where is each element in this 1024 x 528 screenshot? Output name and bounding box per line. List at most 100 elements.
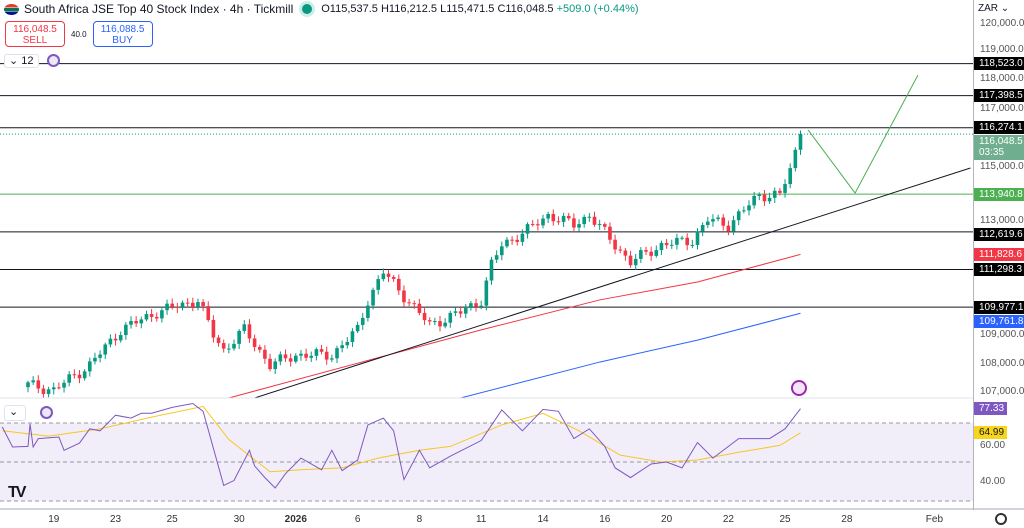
candle bbox=[659, 240, 664, 256]
candle-body bbox=[51, 387, 56, 390]
candle bbox=[335, 345, 339, 363]
price-axis[interactable] bbox=[973, 0, 1024, 510]
candle bbox=[716, 214, 720, 222]
candle bbox=[263, 345, 267, 364]
candle bbox=[319, 344, 324, 355]
candle bbox=[129, 316, 133, 329]
candle bbox=[469, 301, 473, 311]
candle-body bbox=[675, 237, 679, 245]
candle-body bbox=[144, 314, 149, 320]
candle bbox=[577, 219, 581, 232]
candle-body bbox=[639, 250, 643, 259]
candle-body bbox=[278, 354, 283, 362]
candle bbox=[448, 310, 453, 328]
candle-body bbox=[463, 308, 468, 314]
candle bbox=[422, 308, 427, 325]
candle bbox=[41, 384, 46, 398]
settings-gear-icon[interactable] bbox=[995, 513, 1007, 525]
sell-button[interactable]: 116,048.5 SELL bbox=[5, 21, 65, 47]
candle bbox=[536, 219, 540, 231]
candle bbox=[443, 318, 447, 329]
candle bbox=[46, 386, 51, 398]
lightning-alert-icon[interactable] bbox=[791, 380, 807, 396]
candle bbox=[767, 192, 772, 204]
candle bbox=[711, 214, 715, 227]
candle bbox=[185, 298, 190, 308]
candle bbox=[283, 349, 288, 362]
candle bbox=[427, 317, 432, 326]
candle-body bbox=[206, 306, 211, 321]
rsi-sync-icon[interactable] bbox=[40, 406, 53, 419]
candle bbox=[541, 214, 545, 229]
candle-body bbox=[633, 258, 638, 266]
candle-body bbox=[711, 219, 715, 222]
candle-body bbox=[82, 371, 87, 379]
candle bbox=[453, 307, 458, 317]
sync-icon[interactable] bbox=[47, 54, 60, 67]
candle bbox=[340, 340, 344, 353]
candle-body bbox=[742, 210, 746, 212]
candle-body bbox=[67, 374, 71, 383]
level-price-label: 112,619.6 bbox=[974, 228, 1024, 241]
candle bbox=[407, 298, 411, 307]
candle-body bbox=[695, 231, 700, 245]
indicators-collapse-button[interactable]: ⌄ 12 bbox=[4, 54, 39, 68]
candle-body bbox=[93, 357, 97, 362]
candle bbox=[644, 246, 648, 256]
candle-body bbox=[479, 305, 483, 307]
rsi-tick: 60.00 bbox=[980, 440, 1006, 452]
candle bbox=[623, 248, 628, 261]
candle bbox=[613, 234, 617, 255]
candle-body bbox=[26, 382, 30, 388]
candle-body bbox=[577, 224, 581, 228]
market-open-status-icon bbox=[302, 4, 313, 14]
candle-body bbox=[216, 337, 221, 344]
time-tick: 28 bbox=[841, 514, 853, 525]
candle bbox=[788, 163, 792, 189]
candle-body bbox=[139, 319, 144, 324]
ema-red-price-label: 111,828.6 bbox=[974, 247, 1024, 261]
price-tick: 113,000.0 bbox=[980, 215, 1024, 226]
candle bbox=[144, 310, 149, 322]
candle-body bbox=[201, 302, 205, 307]
candle-body bbox=[793, 149, 798, 169]
candle bbox=[288, 353, 293, 367]
rsi-collapse-button[interactable]: ⌄ bbox=[4, 405, 26, 421]
candle-body bbox=[669, 244, 674, 246]
candle-body bbox=[268, 358, 272, 370]
candle bbox=[778, 187, 782, 196]
candle bbox=[371, 287, 375, 310]
time-tick: 6 bbox=[354, 514, 361, 525]
candle-body bbox=[798, 134, 803, 150]
price-tick: 115,000.0 bbox=[980, 161, 1024, 173]
candle-body bbox=[706, 221, 710, 225]
candle-body bbox=[772, 190, 777, 198]
candle bbox=[669, 239, 674, 250]
candle-body bbox=[149, 314, 154, 317]
candle bbox=[386, 269, 391, 283]
candle-body bbox=[536, 224, 540, 226]
buy-price: 116,088.5 bbox=[100, 24, 145, 35]
candle bbox=[345, 337, 350, 349]
candle-body bbox=[736, 211, 741, 221]
currency-selector[interactable]: ZAR ⌄ bbox=[978, 3, 1010, 14]
candle bbox=[762, 189, 767, 206]
candle bbox=[304, 348, 308, 362]
tradingview-logo[interactable]: TV bbox=[8, 484, 27, 501]
candle-body bbox=[381, 273, 386, 280]
candle-body bbox=[124, 324, 128, 336]
candle bbox=[196, 298, 200, 311]
candle-body bbox=[561, 215, 566, 222]
candle-body bbox=[160, 310, 164, 319]
candle bbox=[752, 192, 756, 209]
candle bbox=[798, 130, 803, 155]
candle-body bbox=[448, 312, 453, 323]
candle bbox=[355, 321, 360, 334]
buy-button[interactable]: 116,088.5 BUY bbox=[92, 21, 153, 47]
symbol-title[interactable]: South Africa JSE Top 40 Stock Index · 4h… bbox=[24, 2, 294, 16]
candle-body bbox=[88, 361, 92, 372]
candle-body bbox=[530, 224, 535, 226]
candle-body bbox=[505, 239, 509, 247]
candle bbox=[397, 274, 401, 295]
